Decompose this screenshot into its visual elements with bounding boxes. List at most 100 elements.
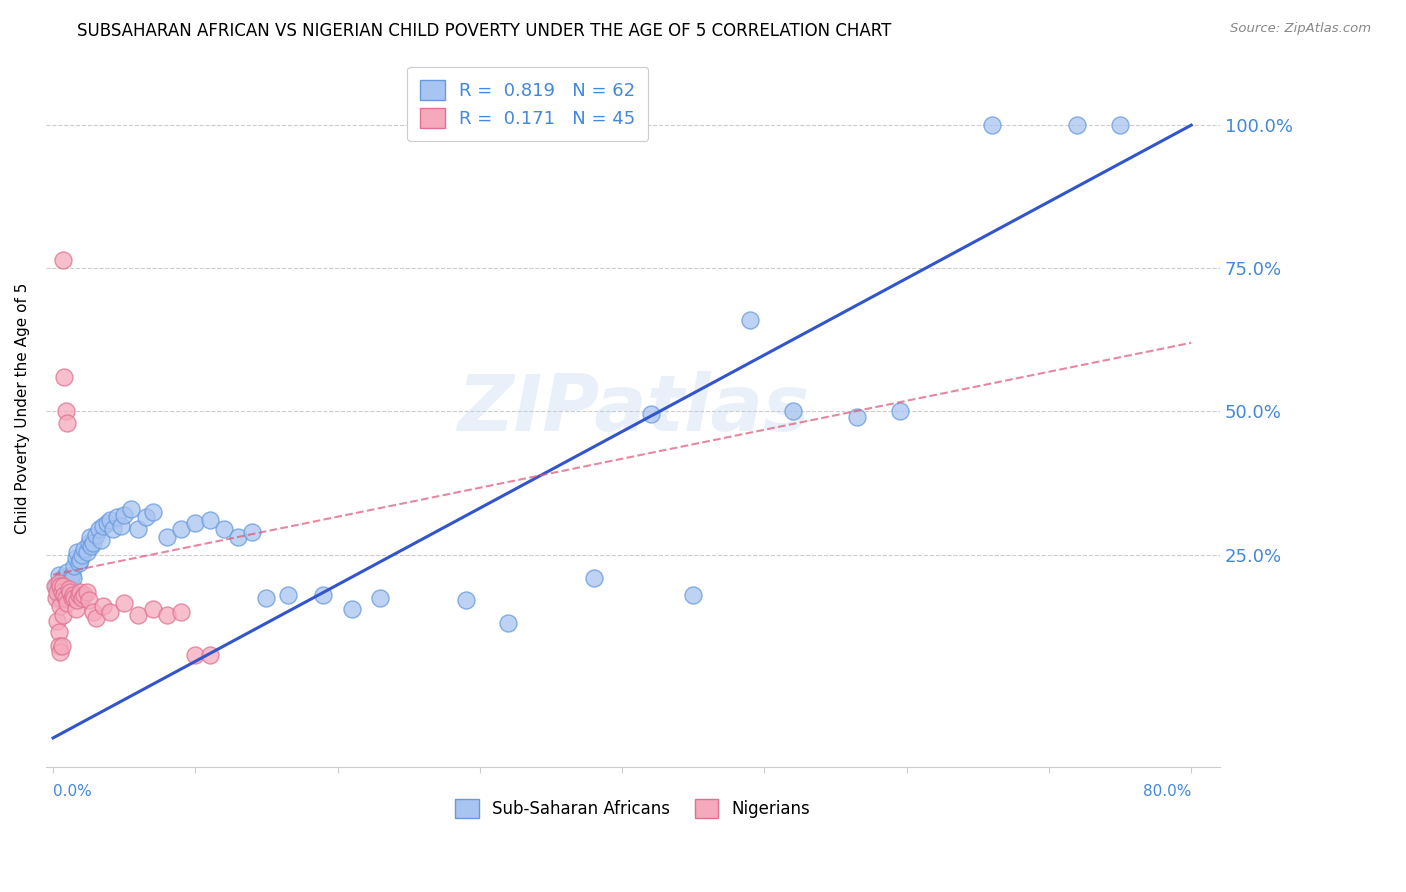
Point	[63, 591, 86, 605]
Point	[340, 602, 363, 616]
Point	[498, 616, 520, 631]
Point	[135, 510, 157, 524]
Point	[79, 531, 101, 545]
Point	[142, 505, 165, 519]
Point	[49, 579, 72, 593]
Point	[66, 545, 89, 559]
Point	[156, 607, 179, 622]
Point	[170, 522, 193, 536]
Point	[73, 588, 96, 602]
Point	[46, 585, 69, 599]
Point	[52, 607, 75, 622]
Point	[51, 576, 73, 591]
Point	[127, 607, 149, 622]
Point	[212, 522, 235, 536]
Point	[69, 553, 91, 567]
Point	[127, 522, 149, 536]
Text: SUBSAHARAN AFRICAN VS NIGERIAN CHILD POVERTY UNDER THE AGE OF 5 CORRELATION CHAR: SUBSAHARAN AFRICAN VS NIGERIAN CHILD POV…	[77, 22, 891, 40]
Point	[45, 591, 67, 605]
Point	[67, 588, 90, 602]
Point	[77, 536, 100, 550]
Point	[101, 522, 124, 536]
Point	[66, 593, 89, 607]
Point	[889, 404, 911, 418]
Point	[112, 596, 135, 610]
Point	[110, 519, 132, 533]
Point	[640, 408, 662, 422]
Point	[682, 588, 704, 602]
Point	[82, 536, 104, 550]
Point	[91, 599, 114, 614]
Point	[184, 516, 207, 531]
Point	[142, 602, 165, 616]
Point	[59, 574, 82, 588]
Point	[184, 648, 207, 662]
Point	[90, 533, 112, 548]
Point	[52, 579, 75, 593]
Point	[51, 640, 73, 654]
Point	[87, 522, 110, 536]
Y-axis label: Child Poverty Under the Age of 5: Child Poverty Under the Age of 5	[15, 283, 30, 534]
Point	[76, 545, 98, 559]
Point	[53, 370, 76, 384]
Point	[49, 599, 72, 614]
Point	[46, 614, 69, 628]
Point	[96, 516, 118, 531]
Point	[55, 404, 77, 418]
Point	[782, 404, 804, 418]
Point	[49, 591, 72, 605]
Point	[240, 524, 263, 539]
Point	[44, 579, 66, 593]
Point	[56, 416, 79, 430]
Point	[198, 513, 221, 527]
Point	[51, 585, 73, 599]
Point	[52, 252, 75, 267]
Point	[49, 645, 72, 659]
Point	[98, 513, 121, 527]
Point	[65, 550, 87, 565]
Point	[76, 585, 98, 599]
Point	[368, 591, 391, 605]
Point	[48, 567, 70, 582]
Point	[58, 582, 80, 596]
Point	[845, 410, 868, 425]
Text: 0.0%: 0.0%	[53, 784, 91, 799]
Point	[59, 585, 82, 599]
Point	[55, 574, 77, 588]
Point	[48, 640, 70, 654]
Point	[91, 519, 114, 533]
Point	[52, 571, 75, 585]
Text: 80.0%: 80.0%	[1143, 784, 1191, 799]
Point	[1109, 118, 1132, 132]
Point	[582, 571, 605, 585]
Point	[63, 559, 86, 574]
Point	[65, 602, 87, 616]
Point	[740, 313, 762, 327]
Point	[277, 588, 299, 602]
Point	[82, 605, 104, 619]
Point	[156, 531, 179, 545]
Point	[60, 591, 83, 605]
Text: Source: ZipAtlas.com: Source: ZipAtlas.com	[1230, 22, 1371, 36]
Point	[62, 588, 84, 602]
Point	[112, 508, 135, 522]
Point	[198, 648, 221, 662]
Point	[84, 527, 107, 541]
Point	[67, 556, 90, 570]
Point	[256, 591, 278, 605]
Point	[77, 593, 100, 607]
Point	[48, 576, 70, 591]
Legend: Sub-Saharan Africans, Nigerians: Sub-Saharan Africans, Nigerians	[447, 790, 818, 826]
Point	[105, 510, 128, 524]
Point	[69, 585, 91, 599]
Point	[84, 610, 107, 624]
Text: ZIPatlas: ZIPatlas	[457, 370, 808, 447]
Point	[56, 565, 79, 579]
Point	[53, 585, 76, 599]
Point	[62, 571, 84, 585]
Point	[1066, 118, 1088, 132]
Point	[98, 605, 121, 619]
Point	[60, 567, 83, 582]
Point	[454, 593, 477, 607]
Point	[55, 591, 77, 605]
